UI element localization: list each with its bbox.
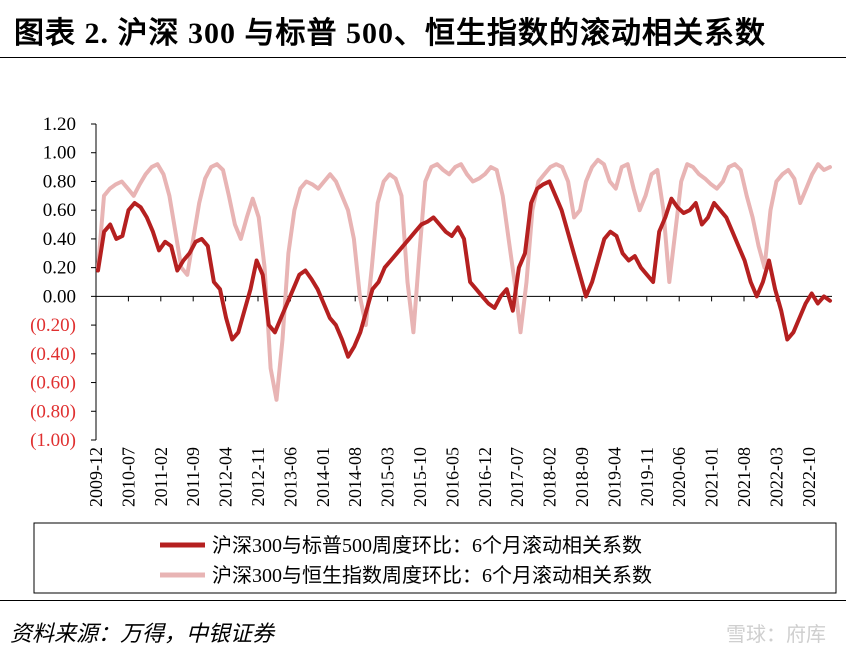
x-tick-label: 2021-01 <box>702 447 722 507</box>
x-tick-label: 2022-03 <box>766 447 786 507</box>
x-tick-label: 2009-12 <box>86 447 106 507</box>
x-tick-label: 2016-05 <box>442 447 462 507</box>
x-tick-label: 2011-09 <box>183 447 203 506</box>
y-tick-label: 0.00 <box>43 286 76 307</box>
x-tick-label: 2016-12 <box>475 447 495 507</box>
y-tick-label: (1.00) <box>30 430 76 451</box>
chart-title: 图表 2. 沪深 300 与标普 500、恒生指数的滚动相关系数 <box>14 17 766 50</box>
x-tick-label: 2015-10 <box>410 447 430 507</box>
legend-label-hsi: 沪深300与恒生指数周度环比：6个月滚动相关系数 <box>212 564 652 587</box>
y-tick-label: (0.80) <box>30 401 76 422</box>
y-tick-label: (0.20) <box>30 315 76 336</box>
x-tick-label: 2015-03 <box>378 447 398 507</box>
legend-label-sp500: 沪深300与标普500周度环比：6个月滚动相关系数 <box>212 534 642 557</box>
x-tick-label: 2014-08 <box>345 447 365 507</box>
series-layer <box>96 157 832 402</box>
y-tick-label: 0.80 <box>43 171 76 192</box>
title-divider <box>0 57 846 58</box>
x-tick-label: 2021-08 <box>734 447 754 507</box>
x-tick-label: 2012-04 <box>216 447 236 507</box>
legend-box <box>33 522 837 594</box>
series-line-sp500 <box>96 179 832 359</box>
y-axis: 1.20 1.00 0.80 0.60 0.40 0.20 0.00 (0.20) (0.40)… <box>30 114 97 451</box>
x-tick-label: 2019-04 <box>604 447 624 507</box>
x-tick-label: 2018-09 <box>572 447 592 507</box>
x-tick-label: 2011-02 <box>151 447 171 506</box>
x-tick-label: 2012-11 <box>248 447 268 506</box>
footer-divider <box>0 600 846 601</box>
y-tick-label: 0.20 <box>43 258 76 279</box>
x-tick-label: 2020-06 <box>669 447 689 507</box>
x-tick-label: 2018-02 <box>540 447 560 507</box>
x-tick-label: 2019-11 <box>637 447 657 506</box>
x-tick-label: 2010-07 <box>118 447 138 507</box>
y-tick-label: 1.20 <box>43 114 76 135</box>
y-tick-label: 1.00 <box>43 143 76 164</box>
x-axis: 2009-12 2010-07 2011-02 2011-09 2012-04 2012-… <box>86 295 832 507</box>
y-tick-label: 0.60 <box>43 200 76 221</box>
source-note: 资料来源：万得，中银证券 <box>10 621 275 646</box>
y-tick-label: 0.40 <box>43 229 76 250</box>
y-tick-label: (0.60) <box>30 373 76 394</box>
chart: 1.20 1.00 0.80 0.60 0.40 0.20 0.00 (0.20) (0.40)… <box>30 114 837 594</box>
series-line-hsi <box>96 157 832 402</box>
x-tick-label: 2017-07 <box>507 447 527 507</box>
x-tick-label: 2014-01 <box>313 447 333 507</box>
watermark: 雪球：府库 <box>726 622 826 646</box>
x-tick-label: 2013-06 <box>280 447 300 507</box>
x-tick-label: 2022-10 <box>799 447 819 507</box>
y-tick-label: (0.40) <box>30 344 76 365</box>
